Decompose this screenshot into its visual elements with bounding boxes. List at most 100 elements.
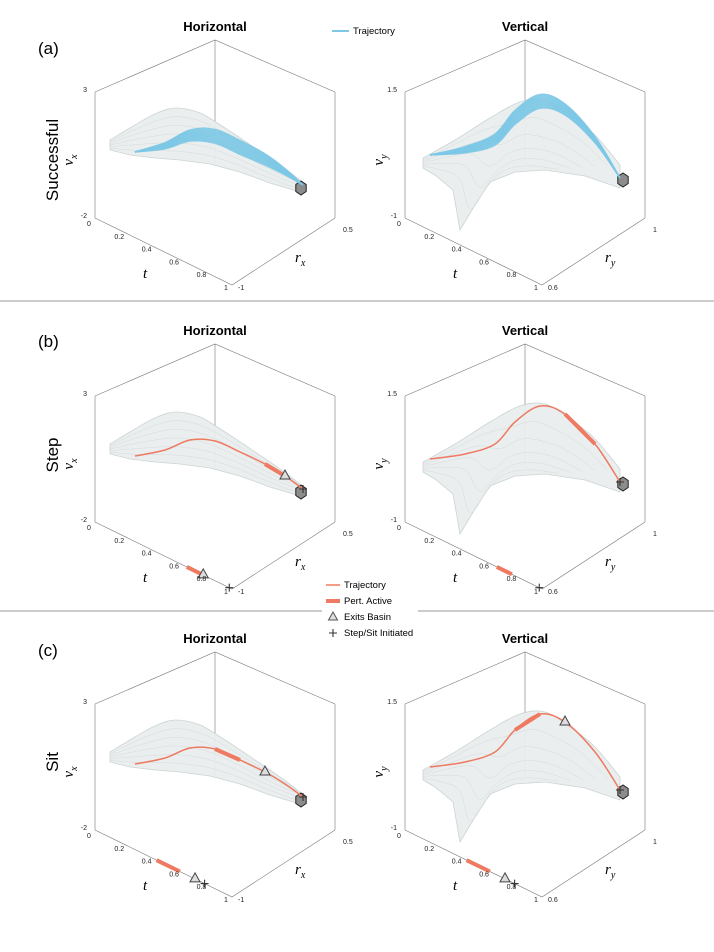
pert-active-segment (214, 747, 241, 762)
chart-panel-sit-horizontal: Horizontal 3 -20 0.2 0.4 0.6 0.8 1 0.5 -1 vx t rx (61, 631, 353, 904)
basin-mesh-line (422, 469, 558, 513)
chart-panel-sit-vertical: Vertical 1.5 -10 0.2 0.4 0.6 0.8 1 1 0.6 vy t ry (371, 631, 657, 904)
row-tag-a: (a) (38, 39, 59, 58)
step-sit-marker (299, 485, 307, 493)
t-axis-tick: 0 (397, 833, 401, 840)
top-legend: Trajectory (332, 26, 395, 37)
panel-title: Vertical (502, 19, 548, 34)
basin-mesh-line (422, 462, 571, 492)
basin-mesh-line (422, 770, 571, 800)
basin-surface (109, 719, 301, 805)
t-axis-tick: 1 (534, 897, 538, 904)
t-axis-tick: 0.6 (479, 871, 489, 878)
v-axis-label: vy (371, 458, 390, 470)
v-axis-tick-top: 1.5 (387, 87, 397, 94)
axis-box-sides (94, 396, 336, 522)
basin-mesh-line (109, 737, 301, 793)
r-axis-sub: x (300, 562, 306, 573)
legend-exits-basin-label: Exits Basin (344, 612, 391, 623)
row-label-step: Step (43, 438, 62, 473)
v-axis-tick-bottom: -1 (391, 213, 397, 220)
basin-mesh-line (109, 760, 301, 800)
basin-mesh-line (109, 148, 301, 188)
t-axis-tick: 1 (534, 589, 538, 596)
t-axis-tick: 0.4 (142, 859, 152, 866)
t-axis-tick: 0 (87, 525, 91, 532)
r-axis-tick-near: 0.6 (548, 589, 558, 596)
basin-mesh-line (109, 142, 301, 184)
r-axis-sub: y (610, 562, 616, 573)
axis-box-floor (94, 829, 336, 898)
target-marker (617, 476, 629, 492)
r-axis-label: ry (605, 554, 616, 573)
t-axis-tick: 0.2 (424, 234, 434, 241)
row-tag-b: (b) (38, 332, 59, 351)
t-axis-tick: 0.8 (197, 884, 207, 891)
chart-panel-successful-horizontal: Horizontal 3 -20 0.2 0.4 0.6 0.8 1 0.5 -1 vx t rx (61, 19, 353, 292)
step-sit-marker (299, 793, 307, 801)
v-axis-sub: x (69, 458, 80, 464)
r-axis-tick-near: -1 (238, 285, 244, 292)
r-axis-tick-far: 0.5 (343, 531, 353, 538)
r-axis-label: rx (295, 554, 306, 573)
basin-mesh-line (109, 745, 301, 793)
exits-basin-floor-marker (499, 871, 511, 883)
basin-mesh-line (109, 728, 301, 793)
v-axis-tick-top: 3 (83, 699, 87, 706)
r-axis-sub: y (610, 870, 616, 881)
v-axis-sub: y (379, 458, 390, 464)
v-axis-label: vx (61, 458, 80, 470)
axis-box-sides (404, 396, 646, 522)
v-axis-sub: x (69, 154, 80, 160)
t-axis-label: t (453, 266, 458, 282)
v-axis-tick-bottom: -2 (81, 517, 87, 524)
basin-mesh-line (109, 437, 301, 485)
t-axis-tick: 0.6 (479, 259, 489, 266)
t-axis-tick: 0.2 (424, 846, 434, 853)
legend-step-sit-label: Step/Sit Initiated (344, 628, 413, 639)
t-axis-tick: 0.8 (507, 576, 517, 583)
exits-basin-floor-marker (189, 871, 201, 883)
r-axis-tick-far: 0.5 (343, 839, 353, 846)
exits-basin-floor-marker (197, 567, 210, 579)
axis-box-sides (404, 704, 646, 830)
r-axis-label: ry (605, 862, 616, 881)
r-axis-tick-far: 1 (653, 839, 657, 846)
panels: Horizontal3-200.20.40.60.810.5-1vxtrxVer… (61, 19, 657, 904)
basin-surface (109, 411, 301, 497)
t-axis-tick: 0 (397, 525, 401, 532)
r-axis-tick-near: -1 (238, 589, 244, 596)
pert-active-segment (513, 712, 542, 732)
v-axis-label: vx (61, 154, 80, 166)
basin-mesh-line (422, 438, 596, 471)
t-axis-label: t (143, 570, 148, 586)
t-axis-tick: 0.2 (114, 846, 124, 853)
t-axis-tick: 0.4 (452, 551, 462, 558)
t-axis-tick: 1 (224, 589, 228, 596)
t-axis-tick: 0 (87, 833, 91, 840)
v-axis-label: vy (371, 154, 390, 166)
target-marker (617, 784, 629, 800)
chart-panel-step-horizontal: Horizontal 3 -20 0.2 0.4 0.6 0.8 1 0.5 -1 vx t rx (61, 323, 353, 596)
pert-active-segment (563, 412, 597, 446)
pert-active-floor (465, 858, 491, 874)
v-axis-label: vy (371, 766, 390, 778)
r-axis-tick-near: 0.6 (548, 897, 558, 904)
legend-pert-active-label: Pert. Active (344, 596, 392, 607)
basin-mesh-line (422, 165, 558, 209)
axis-box-floor (404, 521, 646, 590)
basin-mesh-line (422, 452, 583, 472)
t-axis-tick: 0.8 (507, 884, 517, 891)
v-axis-tick-bottom: -1 (391, 517, 397, 524)
t-axis-tick: 1 (534, 285, 538, 292)
t-axis-tick: 0.2 (114, 538, 124, 545)
t-axis-tick: 0.4 (142, 247, 152, 254)
axis-box-floor (94, 217, 336, 286)
basin-surface (422, 710, 621, 844)
r-axis-label: rx (295, 862, 306, 881)
panel-title: Vertical (502, 323, 548, 338)
basin-mesh-line (422, 148, 583, 168)
axis-box-floor (404, 829, 646, 898)
exits-basin-marker (279, 468, 291, 480)
